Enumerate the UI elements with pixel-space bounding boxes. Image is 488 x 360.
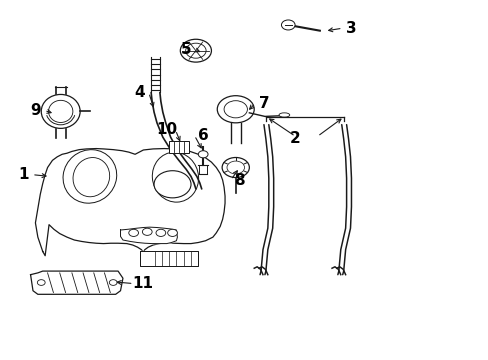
Text: 7: 7: [258, 96, 269, 111]
Circle shape: [156, 229, 165, 237]
Circle shape: [142, 228, 152, 235]
Circle shape: [226, 161, 244, 174]
Ellipse shape: [279, 113, 289, 117]
Polygon shape: [35, 149, 224, 256]
FancyBboxPatch shape: [169, 141, 188, 153]
Polygon shape: [30, 271, 122, 294]
Circle shape: [224, 101, 247, 118]
Text: 9: 9: [30, 103, 41, 118]
Text: 5: 5: [181, 42, 191, 57]
Circle shape: [37, 280, 45, 285]
Ellipse shape: [152, 152, 198, 202]
Circle shape: [154, 171, 191, 198]
Circle shape: [185, 43, 205, 58]
Circle shape: [167, 229, 177, 237]
Circle shape: [217, 96, 254, 123]
Text: 11: 11: [132, 276, 153, 291]
Text: 3: 3: [346, 21, 356, 36]
Text: 6: 6: [197, 128, 208, 143]
Circle shape: [128, 229, 138, 237]
Circle shape: [109, 280, 117, 285]
Circle shape: [281, 20, 294, 30]
Text: 1: 1: [18, 167, 28, 182]
Polygon shape: [120, 227, 177, 244]
Circle shape: [222, 157, 249, 177]
Ellipse shape: [63, 150, 117, 203]
Ellipse shape: [73, 158, 109, 197]
Text: 2: 2: [289, 131, 300, 147]
Text: 10: 10: [156, 122, 177, 138]
Text: 4: 4: [134, 85, 145, 100]
Polygon shape: [140, 251, 198, 266]
Circle shape: [180, 39, 211, 62]
Circle shape: [198, 151, 207, 158]
Ellipse shape: [48, 100, 73, 122]
Text: 8: 8: [234, 172, 244, 188]
Ellipse shape: [41, 94, 80, 129]
